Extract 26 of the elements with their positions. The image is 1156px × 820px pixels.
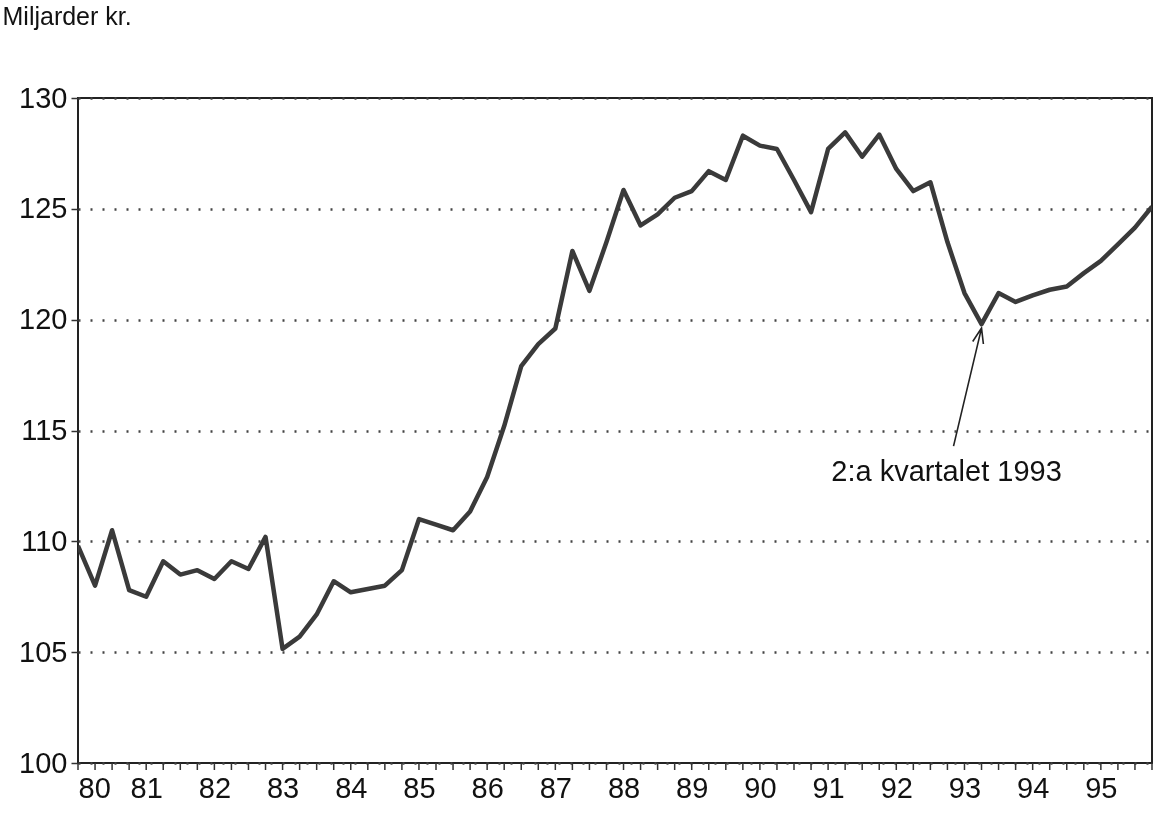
- x-tick-label: 91: [812, 771, 845, 804]
- x-tick-label: 87: [539, 771, 572, 804]
- x-tick-label: 86: [471, 771, 504, 804]
- x-tick-label: 88: [607, 771, 641, 804]
- x-tick-label: 95: [1085, 771, 1118, 804]
- line-series: [78, 130, 1152, 652]
- x-tick-label: 93: [948, 771, 982, 804]
- x-tick-label: 89: [676, 771, 709, 804]
- x-tick-label: 84: [335, 771, 368, 804]
- y-tick-label: 110: [21, 524, 68, 557]
- y-tick-label: 100: [19, 746, 68, 779]
- y-tick-label: 130: [19, 81, 68, 114]
- x-tick-label: 80: [78, 771, 111, 804]
- x-tick-label: 94: [1017, 771, 1050, 804]
- y-tick-label: 125: [19, 192, 68, 225]
- x-tick-label: 83: [266, 771, 300, 804]
- x-tick-label: 85: [403, 771, 436, 804]
- y-axis-title: Miljarder kr.: [2, 1, 132, 30]
- x-tick-label: 92: [880, 771, 913, 804]
- annotation: 2:a kvartalet 1993: [831, 455, 1062, 488]
- y-tick-label: 120: [19, 303, 68, 336]
- x-tick-label: 82: [198, 771, 232, 804]
- x-tick-label: 90: [744, 771, 777, 804]
- y-tick-label: 105: [19, 635, 68, 668]
- x-tick-label: 81: [130, 771, 163, 804]
- y-tick-label: 115: [21, 414, 68, 446]
